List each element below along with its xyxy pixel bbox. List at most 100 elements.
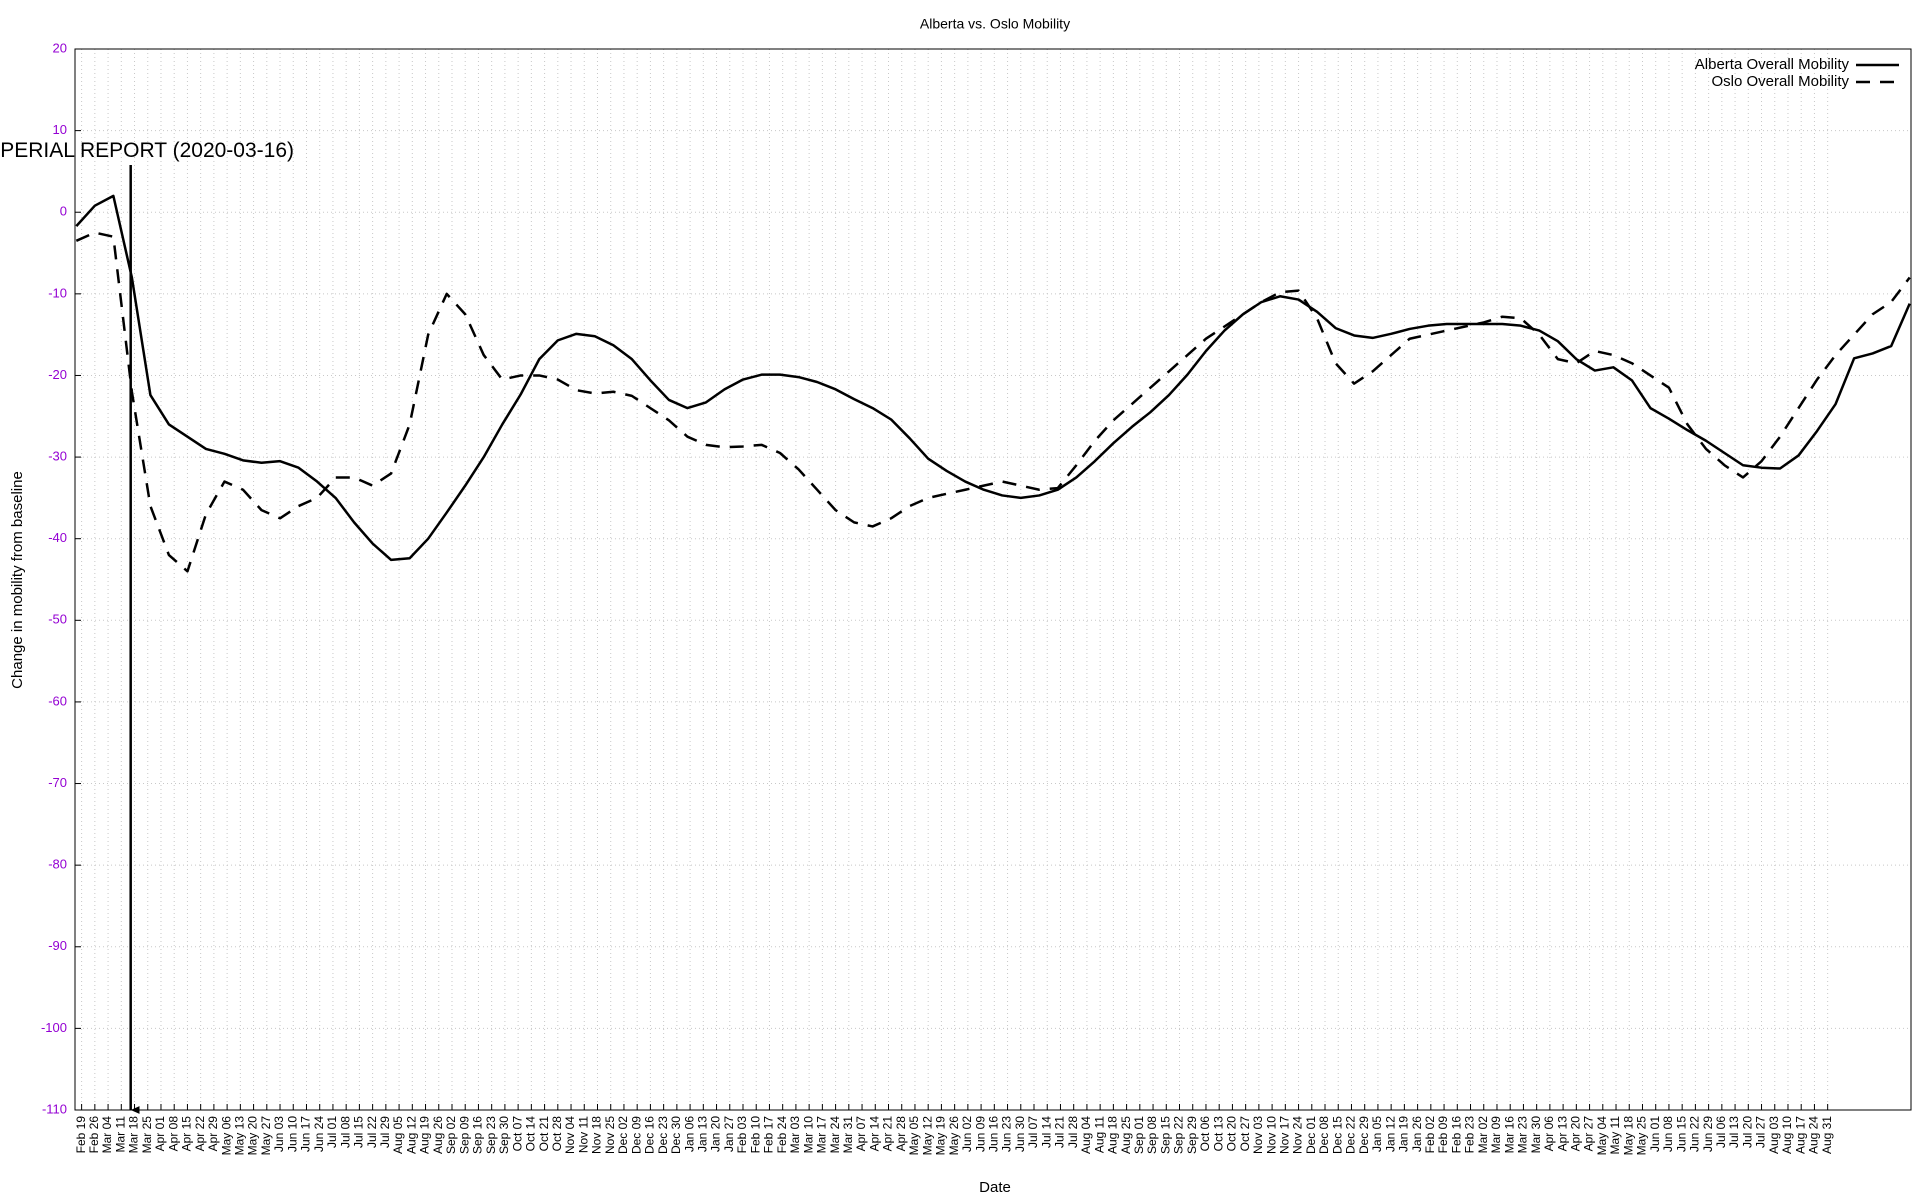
- x-tick-label: May 06: [219, 1116, 233, 1156]
- x-tick-label: Aug 31: [1820, 1116, 1834, 1154]
- x-tick-label: Apr 29: [206, 1116, 220, 1152]
- x-tick-label: Jul 29: [378, 1116, 392, 1148]
- x-tick-label: Jan 05: [1370, 1116, 1384, 1152]
- legend-label: Alberta Overall Mobility: [1695, 56, 1850, 73]
- x-tick-label: Aug 24: [1807, 1116, 1821, 1154]
- x-tick-label: Sep 29: [1185, 1116, 1199, 1154]
- chart-title: Alberta vs. Oslo Mobility: [920, 16, 1070, 32]
- x-tick-label: Oct 20: [1225, 1116, 1239, 1152]
- x-tick-label: Nov 24: [1291, 1116, 1305, 1154]
- x-tick-label: Sep 16: [471, 1116, 485, 1154]
- annotation-text: IMPERIAL REPORT (2020-03-16): [0, 139, 294, 162]
- x-tick-label: Jun 02: [960, 1116, 974, 1152]
- y-tick-label: -60: [48, 693, 67, 708]
- x-tick-label: Mar 18: [127, 1116, 141, 1154]
- x-tick-label: Jun 17: [299, 1116, 313, 1152]
- y-tick-label: -40: [48, 530, 67, 545]
- x-tick-label: Apr 13: [1555, 1116, 1569, 1152]
- y-tick-label: 20: [53, 40, 67, 55]
- x-tick-label: May 27: [259, 1116, 273, 1156]
- x-tick-label: Sep 02: [444, 1116, 458, 1154]
- x-tick-label: Jan 27: [722, 1116, 736, 1152]
- x-tick-label: Mar 11: [113, 1116, 127, 1153]
- x-tick-label: Mar 09: [1489, 1116, 1503, 1154]
- x-tick-label: Feb 23: [1463, 1116, 1477, 1154]
- x-tick-label: Aug 03: [1767, 1116, 1781, 1154]
- x-tick-label: Mar 03: [788, 1116, 802, 1154]
- x-tick-label: May 18: [1621, 1116, 1635, 1156]
- x-tick-label: Jan 19: [1397, 1116, 1411, 1152]
- x-tick-label: May 12: [920, 1116, 934, 1156]
- x-tick-label: Jul 15: [352, 1116, 366, 1148]
- x-tick-label: Jul 07: [1026, 1116, 1040, 1148]
- x-tick-label: Jan 12: [1383, 1116, 1397, 1152]
- x-tick-label: Dec 16: [643, 1116, 657, 1154]
- x-tick-label: Feb 09: [1436, 1116, 1450, 1154]
- y-tick-label: -110: [42, 1101, 67, 1116]
- x-tick-label: Sep 22: [1172, 1116, 1186, 1154]
- x-axis-label: Date: [979, 1179, 1011, 1196]
- y-tick-label: -70: [48, 775, 67, 790]
- x-tick-label: Jun 30: [1013, 1116, 1027, 1152]
- x-tick-label: Oct 14: [524, 1116, 538, 1152]
- x-tick-label: Jan 06: [682, 1116, 696, 1152]
- x-tick-label: Sep 15: [1158, 1116, 1172, 1154]
- x-tick-label: Aug 17: [1793, 1116, 1807, 1154]
- x-tick-label: Feb 19: [74, 1116, 88, 1154]
- x-tick-label: Jun 16: [986, 1116, 1000, 1152]
- y-tick-label: -100: [41, 1020, 67, 1035]
- x-tick-label: Apr 28: [894, 1116, 908, 1152]
- x-tick-label: Oct 07: [510, 1116, 524, 1152]
- y-tick-label: -20: [48, 367, 67, 382]
- x-tick-label: Nov 11: [576, 1116, 590, 1153]
- x-tick-label: Jul 01: [325, 1116, 339, 1148]
- x-tick-label: Aug 05: [391, 1116, 405, 1154]
- x-tick-label: Apr 14: [867, 1116, 881, 1152]
- x-tick-label: Feb 03: [735, 1116, 749, 1154]
- x-tick-label: Apr 07: [854, 1116, 868, 1152]
- x-tick-label: Dec 30: [669, 1116, 683, 1154]
- x-tick-label: May 11: [1608, 1116, 1622, 1155]
- x-tick-label: Mar 10: [801, 1116, 815, 1154]
- y-tick-label: -80: [48, 857, 67, 872]
- x-tick-label: Dec 08: [1317, 1116, 1331, 1154]
- x-tick-label: Mar 23: [1516, 1116, 1530, 1154]
- x-tick-label: Aug 26: [431, 1116, 445, 1154]
- x-tick-label: Nov 04: [563, 1116, 577, 1154]
- x-tick-label: Sep 23: [484, 1116, 498, 1154]
- x-tick-label: Aug 04: [1079, 1116, 1093, 1154]
- x-tick-label: Jul 22: [365, 1116, 379, 1148]
- x-tick-label: Apr 01: [153, 1116, 167, 1152]
- x-tick-label: Oct 28: [550, 1116, 564, 1152]
- x-tick-label: May 20: [246, 1116, 260, 1156]
- x-tick-label: Nov 10: [1264, 1116, 1278, 1154]
- x-tick-label: Nov 18: [590, 1116, 604, 1154]
- x-tick-label: Jun 08: [1661, 1116, 1675, 1152]
- x-tick-label: Jun 23: [1000, 1116, 1014, 1152]
- x-tick-label: Sep 08: [1145, 1116, 1159, 1154]
- legend-label: Oslo Overall Mobility: [1711, 73, 1849, 90]
- x-tick-label: Apr 15: [180, 1116, 194, 1152]
- x-tick-label: Dec 22: [1344, 1116, 1358, 1154]
- x-tick-label: Feb 10: [748, 1116, 762, 1154]
- x-tick-label: Feb 02: [1423, 1116, 1437, 1154]
- x-tick-label: Nov 03: [1251, 1116, 1265, 1154]
- y-axis-label: Change in mobility from baseline: [9, 471, 26, 689]
- x-tick-label: Jun 15: [1674, 1116, 1688, 1152]
- x-tick-label: Apr 20: [1569, 1116, 1583, 1152]
- x-tick-label: Aug 18: [1106, 1116, 1120, 1154]
- x-tick-label: May 19: [934, 1116, 948, 1156]
- x-tick-label: Jan 13: [695, 1116, 709, 1152]
- x-tick-label: Mar 30: [1529, 1116, 1543, 1154]
- x-tick-label: Mar 25: [140, 1116, 154, 1154]
- x-tick-label: Oct 13: [1211, 1116, 1225, 1152]
- x-tick-label: Feb 16: [1449, 1116, 1463, 1154]
- x-tick-label: Aug 10: [1780, 1116, 1794, 1154]
- x-tick-label: Jul 06: [1714, 1116, 1728, 1148]
- x-tick-label: Feb 26: [87, 1116, 101, 1154]
- x-tick-label: Apr 06: [1542, 1116, 1556, 1152]
- x-tick-label: Nov 25: [603, 1116, 617, 1154]
- y-tick-label: -10: [48, 285, 67, 300]
